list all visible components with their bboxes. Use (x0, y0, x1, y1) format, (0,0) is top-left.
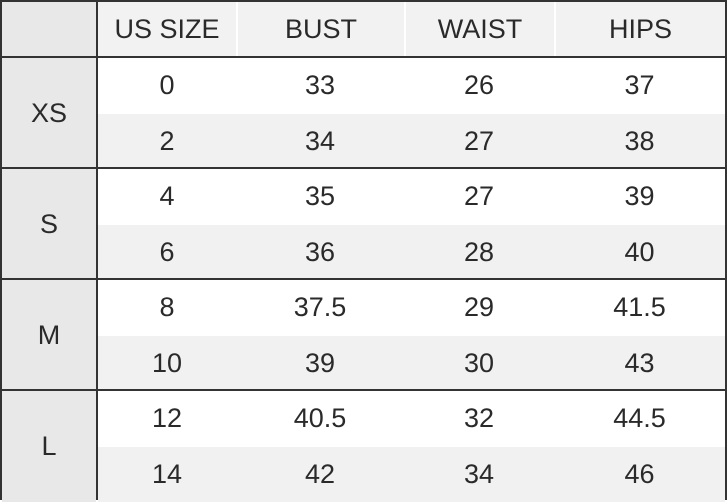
header-cell: US SIZE (98, 2, 236, 56)
table-cell: 14 (98, 447, 236, 502)
table-cell: 27 (404, 169, 554, 225)
table-cell: 12 (98, 391, 236, 447)
table-cell: 29 (404, 280, 554, 336)
table-cell: 8 (98, 280, 236, 336)
table-cell: 34 (236, 114, 404, 170)
column-divider (96, 2, 98, 498)
table-cell: 38 (554, 114, 725, 170)
table-cell: 2 (98, 114, 236, 170)
table-cell: 35 (236, 169, 404, 225)
table-cell: 28 (404, 225, 554, 281)
table-cell: 32 (404, 391, 554, 447)
table-cell: 6 (98, 225, 236, 281)
size-group-label: L (2, 391, 96, 502)
header-cell: BUST (238, 2, 404, 56)
header-cell: HIPS (556, 2, 725, 56)
table-cell: 37 (554, 58, 725, 114)
group-divider (2, 389, 725, 391)
table-cell: 39 (236, 336, 404, 392)
table-cell: 46 (554, 447, 725, 502)
table-cell: 44.5 (554, 391, 725, 447)
table-cell: 36 (236, 225, 404, 281)
table-cell: 34 (404, 447, 554, 502)
table-cell: 41.5 (554, 280, 725, 336)
size-group-label: M (2, 280, 96, 391)
table-cell: 33 (236, 58, 404, 114)
table-cell: 43 (554, 336, 725, 392)
group-divider (2, 167, 725, 169)
table-cell: 26 (404, 58, 554, 114)
header-cell (2, 2, 96, 56)
table-cell: 30 (404, 336, 554, 392)
table-cell: 40.5 (236, 391, 404, 447)
table-cell: 39 (554, 169, 725, 225)
table-cell: 42 (236, 447, 404, 502)
table-cell: 4 (98, 169, 236, 225)
table-cell: 27 (404, 114, 554, 170)
header-cell: WAIST (406, 2, 554, 56)
group-divider (2, 278, 725, 280)
table-cell: 40 (554, 225, 725, 281)
group-divider (2, 56, 725, 58)
size-group-label: S (2, 169, 96, 280)
table-cell: 37.5 (236, 280, 404, 336)
table-cell: 0 (98, 58, 236, 114)
size-group-label: XS (2, 58, 96, 169)
table-cell: 10 (98, 336, 236, 392)
